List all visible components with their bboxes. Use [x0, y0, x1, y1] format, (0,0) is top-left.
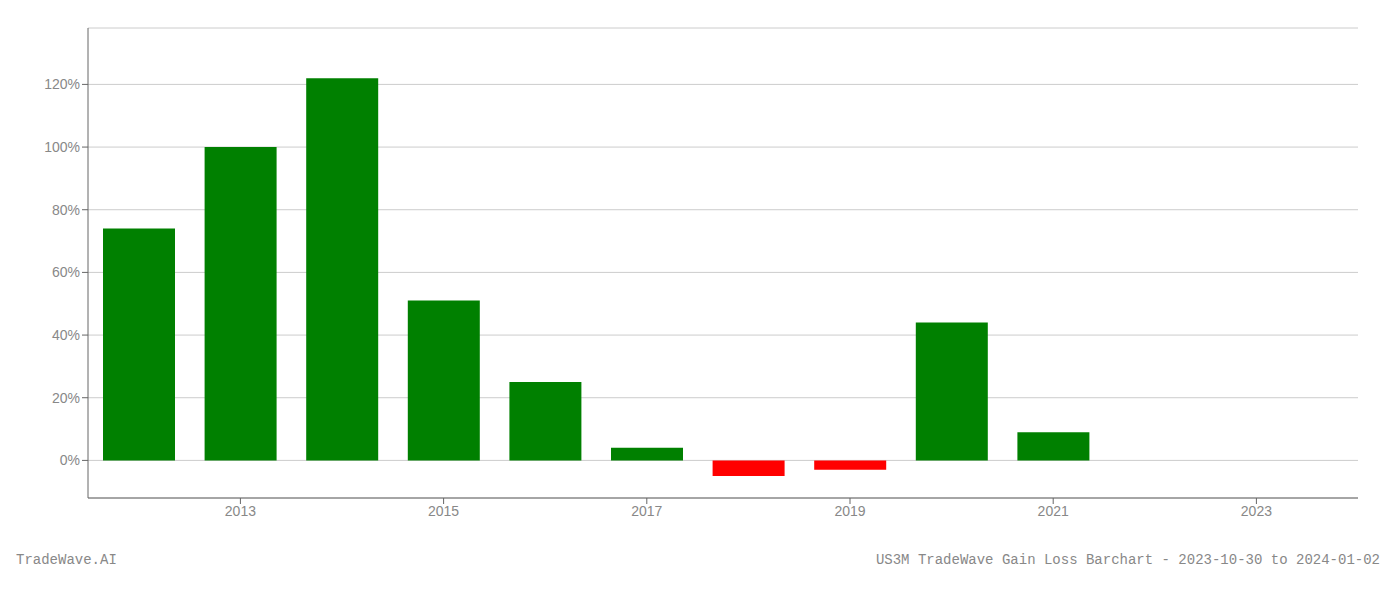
svg-text:20%: 20% [52, 390, 80, 406]
svg-text:2023: 2023 [1241, 503, 1272, 519]
svg-text:2013: 2013 [225, 503, 256, 519]
svg-text:60%: 60% [52, 264, 80, 280]
svg-text:0%: 0% [60, 452, 80, 468]
svg-text:40%: 40% [52, 327, 80, 343]
svg-text:2017: 2017 [631, 503, 662, 519]
svg-text:2021: 2021 [1038, 503, 1069, 519]
svg-text:120%: 120% [44, 76, 80, 92]
svg-text:80%: 80% [52, 202, 80, 218]
html-text:US3M TradeWave Gain Loss Barch: US3M TradeWave Gain Loss Barchart - 2023… [875, 552, 1380, 568]
html-text:TradeWave.AI: TradeWave.AI [16, 552, 117, 568]
svg-text:2019: 2019 [834, 503, 865, 519]
svg-text:100%: 100% [44, 139, 80, 155]
svg-text:2015: 2015 [428, 503, 459, 519]
